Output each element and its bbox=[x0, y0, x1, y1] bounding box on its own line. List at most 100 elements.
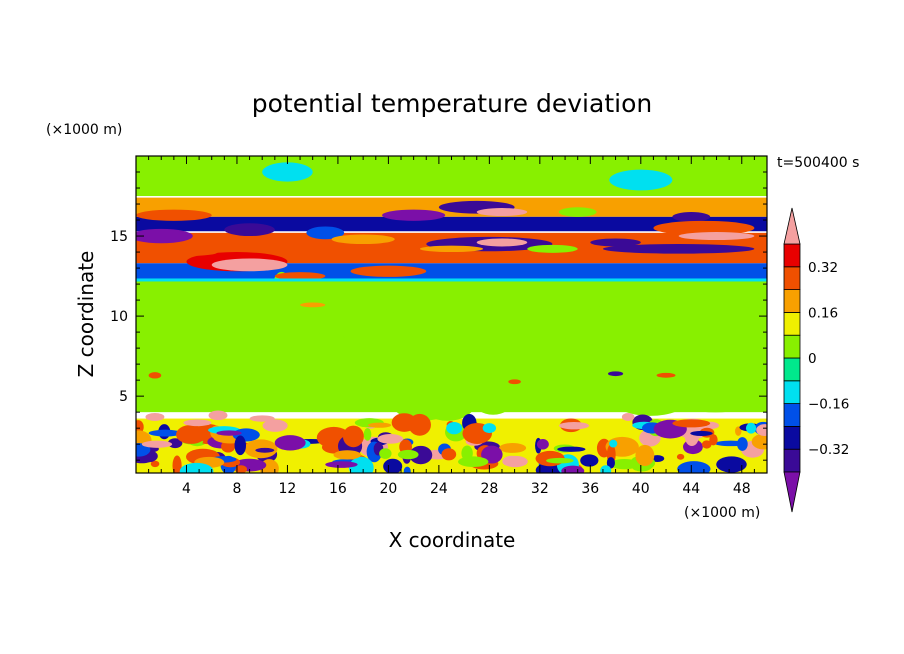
time-label: t=500400 s bbox=[777, 155, 859, 171]
boundary-layer-patch bbox=[458, 456, 489, 468]
boundary-layer-patch bbox=[234, 435, 247, 456]
field-patch bbox=[649, 284, 673, 297]
x-axis-ticks: 4 8 12 16 20 24 28 32 36 40 44 48 bbox=[148, 156, 755, 497]
colorbar-tick-label: 0.32 bbox=[808, 260, 838, 276]
boundary-layer-patch bbox=[446, 421, 463, 435]
x-tick-label: 44 bbox=[682, 481, 700, 497]
boundary-layer-patch bbox=[377, 434, 404, 444]
field-patch bbox=[451, 326, 527, 336]
colorbar: 0.32 0.16 0 −0.16 −0.32 bbox=[783, 207, 849, 513]
boundary-layer-patch bbox=[148, 429, 182, 437]
field-patch bbox=[269, 355, 306, 389]
field-patch bbox=[546, 280, 600, 313]
mid-level-patch bbox=[508, 379, 521, 385]
upper-layer-patch bbox=[262, 162, 313, 182]
boundary-layer-patch bbox=[397, 449, 419, 460]
field-patch bbox=[136, 282, 172, 314]
field-patch bbox=[507, 310, 565, 321]
x-tick-label: 24 bbox=[430, 481, 448, 497]
boundary-layer-patch bbox=[756, 424, 767, 436]
upper-layer-patch bbox=[476, 208, 528, 217]
y-tick-label: 5 bbox=[119, 389, 128, 405]
boundary-layer-patch bbox=[176, 424, 207, 444]
boundary-layer-patch bbox=[363, 428, 372, 441]
boundary-layer-patch bbox=[503, 455, 521, 466]
colorbar-box bbox=[783, 311, 801, 336]
x-tick-label: 32 bbox=[531, 481, 549, 497]
boundary-layer-patch bbox=[249, 415, 275, 422]
upper-layer-patch bbox=[602, 244, 755, 254]
chart-title: potential temperature deviation bbox=[252, 89, 652, 118]
field-patch bbox=[234, 285, 262, 318]
boundary-layer-patch bbox=[141, 440, 173, 448]
field-patch bbox=[241, 330, 295, 354]
field-band bbox=[136, 278, 767, 282]
colorbar-extend-min bbox=[783, 471, 801, 513]
y-axis-ticks: 5 10 15 bbox=[110, 171, 767, 461]
x-tick-label: 40 bbox=[632, 481, 650, 497]
colorbar-tick-label: −0.16 bbox=[808, 397, 849, 413]
boundary-layer-patch bbox=[676, 453, 685, 460]
boundary-layer-patch bbox=[383, 458, 403, 473]
field-band bbox=[136, 156, 767, 197]
boundary-layer-patch bbox=[745, 422, 757, 434]
colorbar-box bbox=[783, 403, 801, 427]
boundary-layer-patch bbox=[172, 455, 182, 473]
upper-layer-patch bbox=[609, 169, 673, 191]
colorbar-box bbox=[783, 380, 801, 404]
boundary-layer-patch bbox=[145, 412, 165, 421]
boundary-layer-patch bbox=[559, 421, 590, 430]
y-tick-label: 10 bbox=[110, 309, 128, 325]
x-tick-label: 28 bbox=[480, 481, 498, 497]
mid-level-patch bbox=[148, 372, 162, 379]
colorbar-box bbox=[783, 334, 801, 359]
boundary-layer-patch bbox=[677, 461, 711, 473]
field-patch bbox=[632, 297, 665, 331]
x-tick-label: 8 bbox=[232, 481, 241, 497]
field-patch bbox=[676, 334, 713, 353]
boundary-layer-patch bbox=[735, 426, 742, 436]
upper-layer-patch bbox=[590, 238, 641, 247]
boundary-layer-patch bbox=[342, 425, 364, 448]
boundary-layer-patch bbox=[621, 412, 635, 421]
boundary-layer-patch bbox=[216, 430, 242, 436]
field-patch bbox=[558, 337, 584, 359]
boundary-layer-patch bbox=[709, 434, 718, 446]
x-tick-label: 16 bbox=[329, 481, 347, 497]
mid-level-patch bbox=[656, 372, 676, 378]
field-patch bbox=[212, 354, 268, 372]
field-patch bbox=[700, 290, 767, 326]
boundary-layer-patch bbox=[600, 465, 612, 473]
field-patch bbox=[179, 307, 236, 343]
boundary-layer-patch bbox=[546, 457, 574, 464]
upper-layer-patch bbox=[331, 234, 395, 245]
boundary-layer-patch bbox=[234, 465, 248, 473]
x-tick-label: 4 bbox=[182, 481, 191, 497]
field-patch bbox=[435, 300, 507, 319]
boundary-layer-patch bbox=[561, 465, 585, 473]
field-patch bbox=[628, 349, 683, 362]
field-patch bbox=[535, 373, 560, 391]
boundary-layer-patch bbox=[580, 454, 599, 467]
boundary-layer-patch bbox=[690, 430, 713, 436]
boundary-layer-patch bbox=[635, 444, 655, 467]
y-unit-label: (×1000 m) bbox=[46, 122, 122, 138]
field-patch bbox=[136, 331, 168, 358]
field-patch bbox=[311, 363, 359, 376]
boundary-layer-patch bbox=[536, 439, 549, 450]
upper-layer-patch bbox=[211, 258, 288, 272]
boundary-layer-patch bbox=[606, 457, 615, 469]
upper-layer-patch bbox=[558, 207, 597, 217]
field-patch bbox=[473, 386, 514, 415]
x-tick-label: 20 bbox=[379, 481, 397, 497]
field-patch bbox=[136, 369, 182, 401]
upper-layer-patch bbox=[350, 265, 427, 277]
x-tick-label: 12 bbox=[279, 481, 297, 497]
upper-layer-patch bbox=[419, 245, 484, 253]
boundary-layer-patch bbox=[557, 446, 586, 452]
field-patch bbox=[340, 316, 416, 345]
field-patch bbox=[376, 362, 414, 397]
x-tick-label: 36 bbox=[581, 481, 599, 497]
upper-layer-patch bbox=[224, 223, 275, 237]
